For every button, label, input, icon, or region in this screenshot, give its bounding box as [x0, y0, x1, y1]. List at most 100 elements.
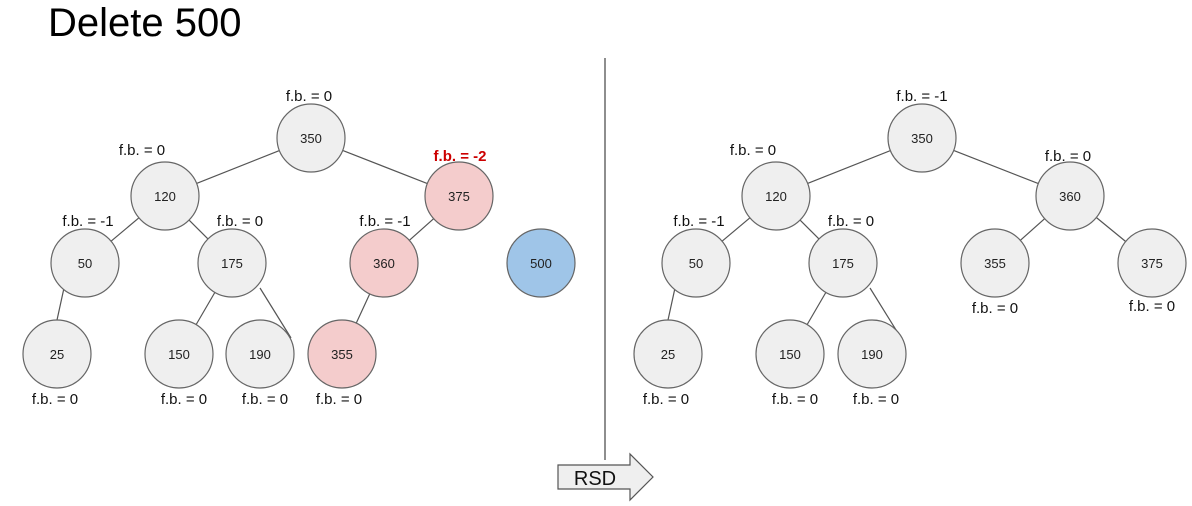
- tree-node-175: 175 f.b. = 0: [197, 213, 267, 298]
- tree-node-355: 355 f.b. = 0: [307, 319, 377, 408]
- tree-node-120: 120 f.b. = 0: [730, 142, 811, 231]
- balance-factor-label: f.b. = 0: [972, 300, 1018, 317]
- tree-node-50: 50 f.b. = -1: [661, 213, 731, 298]
- tree-edge: [196, 149, 280, 185]
- tree-node-25: 25 f.b. = 0: [633, 319, 703, 408]
- node-value: 360: [1059, 189, 1081, 204]
- tree-node-375: 375 f.b. = -2: [424, 148, 494, 231]
- node-circle: [960, 228, 1030, 298]
- tree-edge: [188, 219, 209, 240]
- right-arrow-icon: [557, 452, 654, 502]
- balance-factor-label: f.b. = 0: [161, 391, 207, 408]
- node-circle: [1117, 228, 1187, 298]
- node-circle: [741, 161, 811, 231]
- node-value: 350: [911, 131, 933, 146]
- rotation-arrow: RSD: [557, 452, 654, 502]
- node-value: 120: [154, 189, 176, 204]
- node-value: 350: [300, 131, 322, 146]
- node-circle: [506, 228, 576, 298]
- node-circle: [130, 161, 200, 231]
- node-circle: [307, 319, 377, 389]
- node-circle: [755, 319, 825, 389]
- tree-edge: [667, 287, 676, 321]
- balance-factor-label: f.b. = 0: [242, 391, 288, 408]
- balance-factor-label: f.b. = -1: [896, 88, 947, 105]
- node-value: 120: [765, 189, 787, 204]
- tree-node-50: 50 f.b. = -1: [50, 213, 120, 298]
- node-value: 50: [78, 256, 92, 271]
- balance-factor-label: f.b. = 0: [643, 391, 689, 408]
- tree-node-150: 150 f.b. = 0: [755, 319, 825, 408]
- node-value: 500: [530, 256, 552, 271]
- tree-node-355: 355 f.b. = 0: [960, 228, 1030, 317]
- tree-edge: [806, 292, 827, 325]
- tree-edge: [259, 287, 292, 339]
- tree-node-120: 120 f.b. = 0: [119, 142, 200, 231]
- node-value: 50: [689, 256, 703, 271]
- balance-factor-label: f.b. = -1: [62, 213, 113, 230]
- tree-edge: [721, 217, 751, 242]
- balance-factor-label: f.b. = -1: [673, 213, 724, 230]
- node-circle: [50, 228, 120, 298]
- tree-node-500: 500: [506, 228, 576, 298]
- tree-edge: [799, 219, 820, 240]
- node-circle: [808, 228, 878, 298]
- node-value: 190: [861, 347, 883, 362]
- node-circle: [633, 319, 703, 389]
- tree-edge: [1095, 217, 1127, 242]
- balance-factor-label: f.b. = 0: [853, 391, 899, 408]
- page-title: Delete 500: [48, 1, 241, 45]
- balance-factor-label: f.b. = 0: [1129, 298, 1175, 315]
- left-tree: 350 f.b. = 0 120 f.b. = 0 375 f.b. = -2 50 f.b.…: [22, 88, 576, 408]
- balance-factor-label: f.b. = 0: [1045, 148, 1091, 165]
- node-value: 25: [661, 347, 675, 362]
- balance-factor-label: f.b. = 0: [316, 391, 362, 408]
- balance-factor-label: f.b. = 0: [828, 213, 874, 230]
- edges: [56, 149, 435, 339]
- tree-edge: [195, 292, 216, 325]
- balance-factor-label: f.b. = -1: [359, 213, 410, 230]
- tree-node-350: 350 f.b. = 0: [276, 88, 346, 173]
- node-circle: [22, 319, 92, 389]
- edges: [667, 149, 1127, 339]
- tree-edge: [110, 217, 140, 242]
- arrow-label: RSD: [574, 468, 616, 490]
- node-circle: [837, 319, 907, 389]
- node-circle: [661, 228, 731, 298]
- node-value: 360: [373, 256, 395, 271]
- node-circle: [424, 161, 494, 231]
- node-value: 355: [331, 347, 353, 362]
- node-value: 25: [50, 347, 64, 362]
- tree-edge: [953, 149, 1039, 185]
- tree-edge: [807, 149, 891, 185]
- node-circle: [349, 228, 419, 298]
- tree-node-375: 375 f.b. = 0: [1117, 228, 1187, 315]
- node-value: 355: [984, 256, 1006, 271]
- tree-node-360: 360 f.b. = -1: [349, 213, 419, 298]
- balance-factor-label: f.b. = 0: [730, 142, 776, 159]
- tree-node-190: 190 f.b. = 0: [225, 319, 295, 408]
- node-value: 150: [779, 347, 801, 362]
- node-circle: [1035, 161, 1105, 231]
- node-circle: [887, 103, 957, 173]
- node-value: 175: [221, 256, 243, 271]
- tree-node-150: 150 f.b. = 0: [144, 319, 214, 408]
- node-circle: [276, 103, 346, 173]
- node-value: 150: [168, 347, 190, 362]
- node-value: 375: [448, 189, 470, 204]
- tree-edge: [56, 287, 65, 321]
- balance-factor-label: f.b. = 0: [772, 391, 818, 408]
- balance-factor-label: f.b. = 0: [32, 391, 78, 408]
- node-value: 190: [249, 347, 271, 362]
- tree-node-175: 175 f.b. = 0: [808, 213, 878, 298]
- balance-factor-label: f.b. = -2: [434, 148, 487, 165]
- tree-node-190: 190 f.b. = 0: [837, 319, 907, 408]
- balance-factor-label: f.b. = 0: [286, 88, 332, 105]
- tree-edge: [408, 218, 435, 241]
- tree-node-350: 350 f.b. = -1: [887, 88, 957, 173]
- node-circle: [144, 319, 214, 389]
- node-circle: [197, 228, 267, 298]
- tree-edge: [355, 293, 371, 324]
- balance-factor-label: f.b. = 0: [217, 213, 263, 230]
